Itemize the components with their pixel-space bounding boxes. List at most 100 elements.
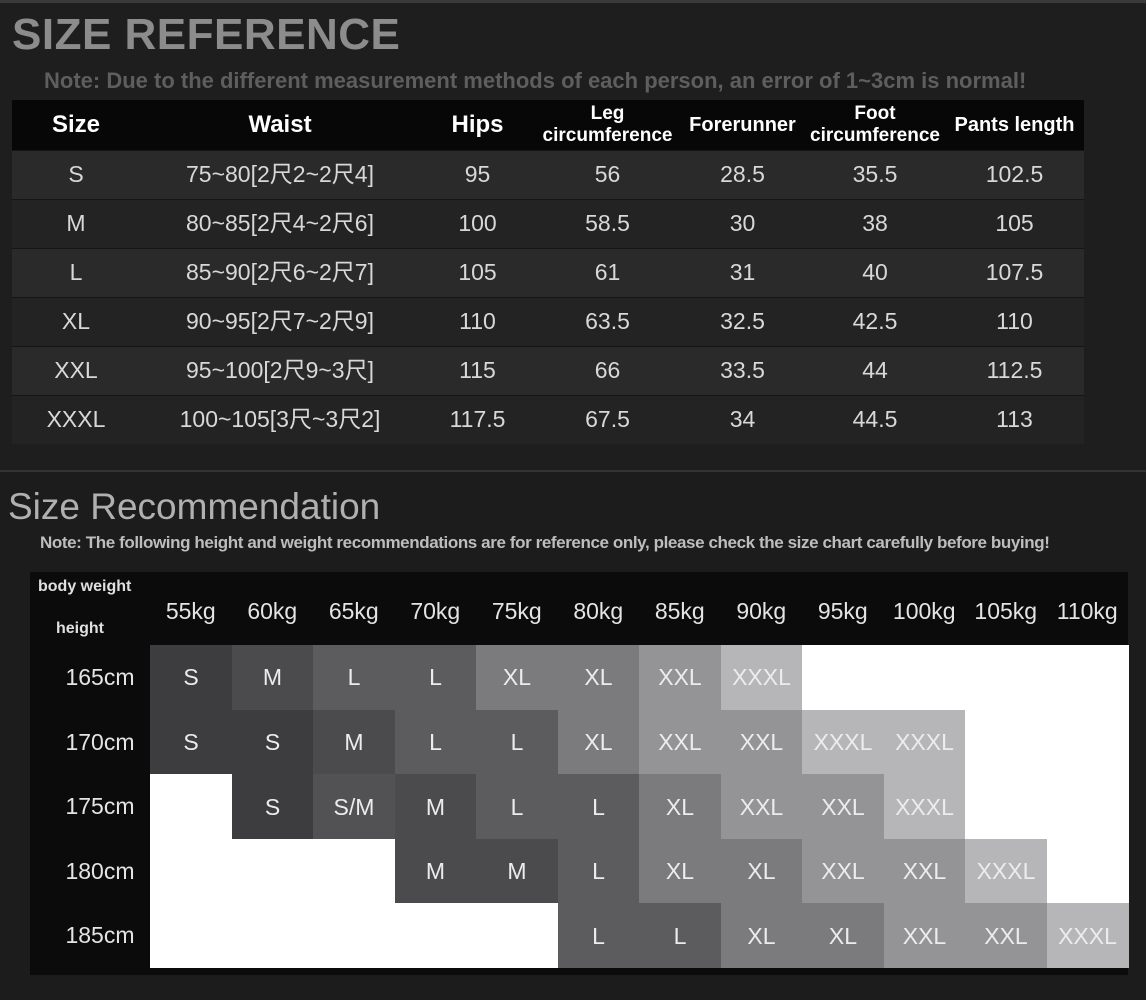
size-cell: XXXL [883, 774, 966, 840]
size-cell [965, 774, 1047, 840]
table-cell: 105 [995, 210, 1034, 237]
size-cell [394, 903, 477, 969]
table-cell: 115 [459, 357, 496, 384]
size-cell: XXL [639, 709, 721, 775]
table-cell: XXXL [46, 406, 106, 433]
size-cell [1046, 774, 1129, 840]
size-cell [313, 903, 395, 969]
size-cell [883, 645, 966, 711]
table-cell: 80~85[2尺4~2尺6] [186, 210, 374, 237]
size-cell: XXL [639, 645, 721, 711]
weight-label: 70kg [410, 598, 461, 625]
size-cell: XL [720, 903, 803, 969]
weight-label: 95kg [817, 598, 868, 625]
table-cell: 90~95[2尺7~2尺9] [186, 308, 374, 335]
size-cell: S/M [313, 774, 395, 840]
table-cell: 105 [458, 259, 497, 286]
table-cell: 38 [862, 210, 888, 237]
size-cell [1046, 838, 1129, 904]
table-cell: 67.5 [585, 406, 630, 433]
size-cell: M [313, 709, 395, 775]
table-cell: L [69, 259, 83, 286]
corner-height: height [56, 620, 104, 637]
size-cell: XXXL [965, 838, 1047, 904]
table-cell: 75~80[2尺2~2尺4] [186, 161, 374, 188]
table-cell: 31 [729, 259, 756, 286]
column-header: Forerunner [689, 113, 796, 136]
size-cell [965, 645, 1047, 711]
weight-label: 75kg [491, 598, 542, 625]
table-cell: 102.5 [985, 161, 1044, 188]
height-label: 180cm [65, 857, 135, 884]
size-cell: S [231, 774, 314, 840]
size-cell: XXXL [883, 709, 966, 775]
size-cell: XXL [883, 903, 966, 969]
size-cell: XXL [720, 774, 803, 840]
column-header: Foot circumference [810, 103, 940, 146]
size-cell [1046, 709, 1129, 775]
size-cell: XL [557, 709, 640, 775]
table-cell: M [66, 210, 86, 237]
size-cell: S [150, 709, 232, 775]
column-header: Size [51, 111, 101, 139]
table-cell: 33.5 [720, 357, 765, 384]
size-cell [231, 903, 314, 969]
table-cell: 44.5 [852, 406, 898, 433]
size-cell: XXL [965, 903, 1047, 969]
weight-label: 110kg [1056, 598, 1118, 625]
title: SIZE REFERENCE [12, 10, 401, 59]
size-cell: XL [557, 645, 640, 711]
table-cell: 107.5 [985, 259, 1044, 286]
size-cell: XXXL [802, 709, 884, 775]
corner-weight: body weight [38, 578, 132, 595]
size-cell: M [476, 838, 558, 904]
table-row [12, 297, 1084, 346]
size-cell: XL [639, 774, 721, 840]
table-cell: 95~100[2尺9~3尺] [186, 357, 374, 384]
table-header-bg [12, 100, 1084, 150]
table-cell: 34 [729, 406, 756, 433]
weight-label: 60kg [247, 598, 298, 625]
table-cell: 42.5 [852, 308, 898, 335]
weight-label: 80kg [573, 598, 624, 625]
table-cell: 61 [594, 259, 621, 286]
table-cell: 32.5 [720, 308, 765, 335]
size-cell: XXXL [720, 645, 803, 711]
height-label: 185cm [65, 922, 135, 949]
table-row [12, 199, 1084, 248]
weight-label: 100kg [892, 598, 956, 625]
size-cell: L [476, 774, 558, 840]
table-cell: 95 [464, 161, 491, 188]
table-cell: 100~105[3尺~3尺2] [179, 406, 381, 433]
size-cell: XL [802, 903, 884, 969]
size-cell: M [394, 774, 477, 840]
size-cell: XXL [802, 774, 884, 840]
table-row [12, 150, 1084, 199]
size-cell: L [557, 774, 640, 840]
size-cell: L [639, 903, 721, 969]
size-cell: L [557, 903, 640, 969]
note: Note: Due to the different measurement m… [44, 68, 1027, 93]
table-row [12, 248, 1084, 297]
table-cell: 44 [862, 357, 888, 384]
size-cell [150, 774, 232, 840]
size-cell: XXL [802, 838, 884, 904]
table-cell: S [68, 161, 84, 188]
size-cell: XXXL [1046, 903, 1129, 969]
height-label: 175cm [65, 793, 135, 820]
height-label: 170cm [65, 728, 135, 755]
weight-label: 65kg [328, 598, 379, 625]
table-cell: 110 [996, 308, 1033, 335]
size-cell [150, 838, 232, 904]
size-cell: S [231, 709, 314, 775]
size-cell: M [231, 645, 314, 711]
size-cell [150, 903, 232, 969]
column-header: Waist [248, 111, 312, 139]
size-cell: L [476, 709, 558, 775]
weight-label: 105kg [974, 598, 1038, 625]
height-label: 165cm [65, 664, 135, 691]
size-cell: L [557, 838, 640, 904]
table-cell: 110 [459, 308, 496, 335]
size-cell: XL [720, 838, 803, 904]
